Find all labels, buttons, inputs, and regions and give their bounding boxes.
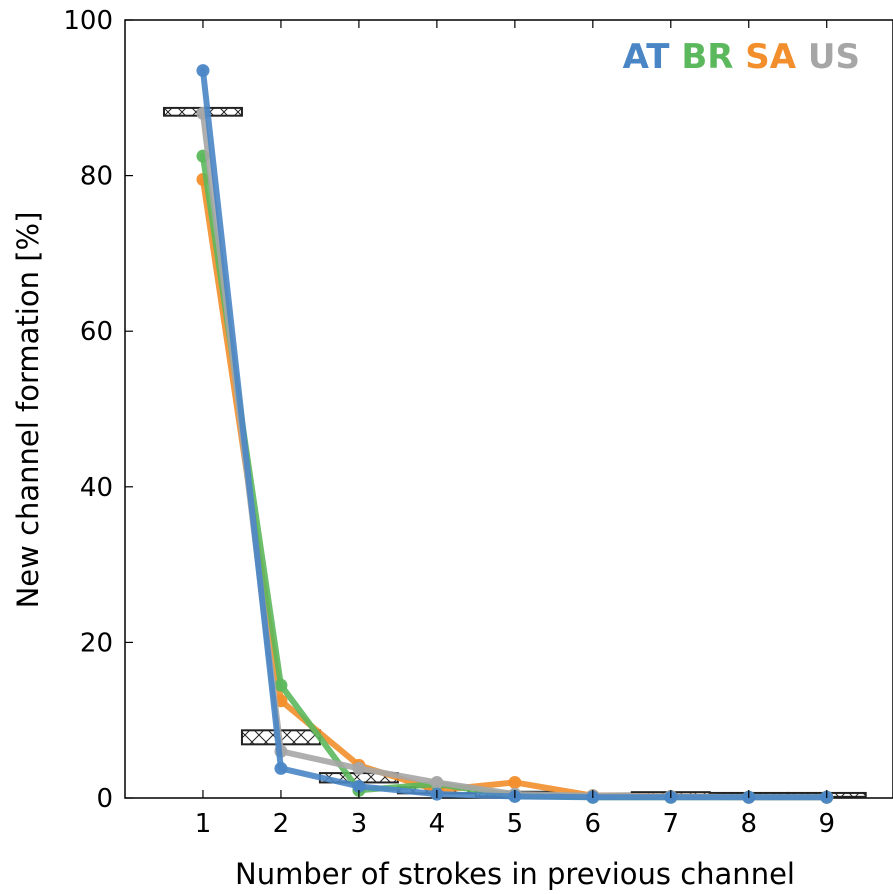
x-tick-label: 6 [585,809,602,839]
legend: AT BR SA US [623,37,860,77]
series-br [196,149,834,804]
reference-boxes [162,106,867,799]
y-tick-label: 80 [80,162,113,192]
x-tick-label: 4 [429,809,446,839]
y-tick-label: 40 [80,473,113,503]
x-tick-label: 8 [740,809,757,839]
x-axis: 1 2 3 4 5 6 7 8 9 [195,20,835,839]
legend-entry-us: US [796,37,860,77]
series-sa [196,172,834,804]
data-point [508,775,522,789]
legend-entry-br: BR [669,37,733,77]
series-at [196,64,834,804]
data-point [352,779,366,793]
x-tick-label: 5 [507,809,524,839]
legend-entry-sa: SA [733,37,796,77]
x-tick-label: 1 [195,809,212,839]
x-tick-label: 2 [273,809,290,839]
y-tick-label: 0 [96,784,113,814]
y-tick-label: 60 [80,317,113,347]
y-tick-label: 20 [80,628,113,658]
x-tick-label: 3 [351,809,368,839]
x-axis-label: Number of strokes in previous channel [235,857,795,891]
y-axis-label: New channel formation [%] [11,212,45,609]
data-point [274,761,288,775]
series-line [199,153,830,801]
data-point [430,775,444,789]
data-point [274,678,288,692]
data-point [352,761,366,775]
series-line [199,110,830,801]
y-tick-label: 100 [63,6,113,36]
x-tick-label: 9 [818,809,835,839]
series-layer [196,64,834,804]
y-axis: 0 20 40 60 80 100 [63,6,133,814]
x-tick-label: 7 [663,809,680,839]
data-point [196,64,210,78]
legend-entry-at: AT [623,37,671,77]
series-line [199,67,830,801]
